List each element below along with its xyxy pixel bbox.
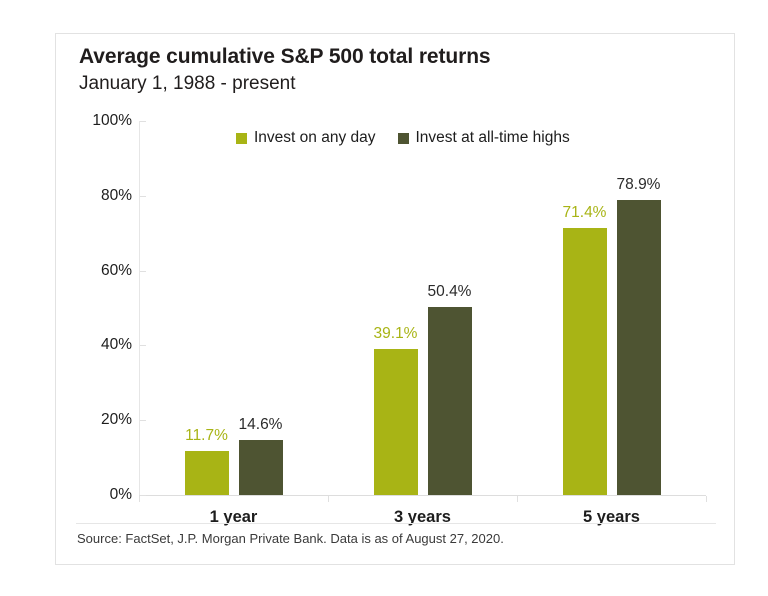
x-axis-baseline: [139, 495, 706, 496]
x-axis-tick-mark: [706, 496, 707, 502]
y-axis-tick-label: 80%: [100, 186, 132, 204]
y-axis-tick-label: 0%: [109, 486, 132, 503]
y-axis-tick-mark: [140, 420, 146, 422]
bar-3-years-series-2[interactable]: [427, 306, 472, 495]
x-axis-tick-mark: [517, 496, 518, 502]
chart-subtitle: January 1, 1988 - present: [79, 73, 296, 94]
bar-value-label: 50.4%: [427, 282, 472, 300]
bar-5-years-series-1[interactable]: [562, 227, 607, 495]
legend-swatch-series-2: [397, 132, 409, 144]
x-axis-category-label: 3 years: [394, 508, 451, 526]
legend-swatch-series-1: [236, 132, 247, 144]
chart-card: Average cumulative S&P 500 total returns…: [55, 33, 735, 565]
y-axis-line: [139, 121, 140, 496]
bar-1-year-series-1[interactable]: [184, 451, 229, 495]
y-axis-tick-label: 40%: [100, 336, 132, 354]
bar-value-label: 71.4%: [562, 203, 607, 221]
chart-legend: Invest on any day Invest at all-time hig…: [236, 129, 570, 147]
y-axis-tick-label: 20%: [100, 411, 132, 429]
legend-label-series-2: Invest at all-time highs: [415, 129, 570, 146]
y-axis-tick-mark: [140, 495, 146, 496]
chart-title: Average cumulative S&P 500 total returns: [79, 45, 491, 68]
y-axis-tick-mark: [140, 345, 146, 347]
legend-item-invest-at-all-time-highs: Invest at all-time highs: [397, 129, 570, 147]
bar-value-label: 11.7%: [185, 427, 228, 445]
y-axis-tick-mark: [140, 121, 146, 122]
x-axis-category-label: 1 year: [209, 508, 258, 526]
plot-area: 0% 20% 40% 60% 80% 100% 11.7% 14.6% 39.1% 50.4% 7…: [56, 34, 736, 566]
footer-divider: [76, 523, 716, 524]
bar-value-label: 78.9%: [616, 175, 661, 193]
legend-label-series-1: Invest on any day: [254, 129, 376, 146]
y-axis-tick-label: 100%: [92, 112, 132, 129]
y-axis-tick-labels: 0% 20% 40% 60% 80% 100%: [56, 34, 132, 566]
y-axis-tick-label: 60%: [100, 261, 132, 279]
bar-value-label: 39.1%: [373, 324, 418, 342]
y-axis-tick-mark: [140, 195, 146, 197]
source-note: Source: FactSet, J.P. Morgan Private Ban…: [77, 531, 504, 546]
bar-value-label: 14.6%: [238, 416, 283, 434]
x-axis-tick-mark: [328, 496, 329, 502]
title-block: Average cumulative S&P 500 total returns…: [79, 44, 699, 96]
bar-1-year-series-2[interactable]: [238, 440, 283, 495]
x-axis-category-label: 5 years: [583, 508, 640, 526]
bar-3-years-series-1[interactable]: [373, 348, 418, 495]
y-axis-tick-mark: [140, 270, 146, 272]
legend-item-invest-on-any-day: Invest on any day: [236, 129, 376, 147]
bar-5-years-series-2[interactable]: [616, 199, 661, 495]
x-axis-tick-mark: [139, 496, 140, 502]
